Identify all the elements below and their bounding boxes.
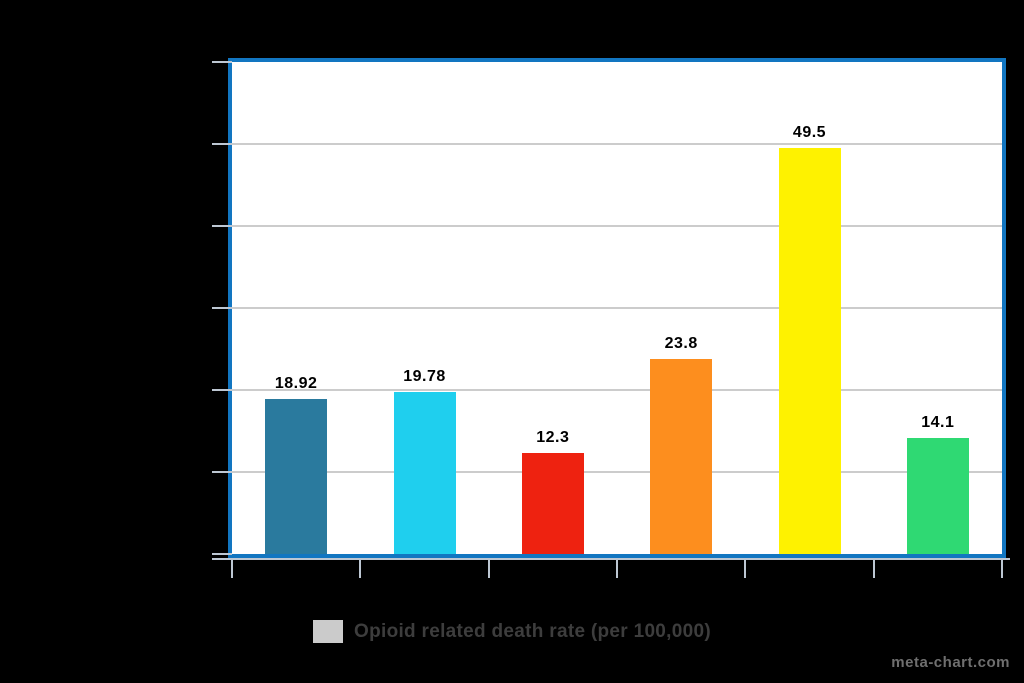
bar [778, 148, 841, 554]
x-axis-tick [616, 558, 618, 578]
plot-area: 18.92 19.78 12.3 23.8 49.5 14.1 [228, 58, 1006, 558]
gridline [232, 225, 1002, 227]
gridline [232, 389, 1002, 391]
bar-value-label: 14.1 [921, 414, 955, 432]
legend-label: Opioid related death rate (per 100,000) [354, 620, 711, 642]
bar [265, 398, 328, 554]
x-axis-tick [1001, 558, 1003, 578]
bar-value-label: 18.92 [274, 374, 318, 392]
bar-value-label: 49.5 [792, 124, 827, 142]
gridline [232, 471, 1002, 473]
gridline [232, 143, 1002, 145]
bar [906, 438, 969, 554]
x-axis-tick [359, 558, 362, 578]
gridline [232, 307, 1002, 309]
legend-swatch [313, 620, 343, 643]
x-axis-tick [744, 558, 747, 578]
y-axis-tick [212, 61, 232, 63]
bar [650, 358, 713, 554]
y-axis-tick [212, 143, 232, 145]
bar [393, 391, 456, 554]
y-axis-tick [212, 553, 232, 555]
y-axis-tick [212, 225, 232, 227]
watermark: meta-chart.com [891, 654, 1010, 671]
x-axis-line [212, 558, 1010, 560]
bar-value-label: 23.8 [664, 334, 698, 352]
y-axis-tick [212, 389, 232, 391]
x-axis-tick [231, 558, 233, 578]
y-axis-tick [212, 471, 232, 473]
bar-value-label: 19.78 [403, 367, 446, 385]
x-axis-tick [872, 558, 875, 578]
x-axis-tick [487, 558, 490, 578]
bar-value-label: 12.3 [536, 429, 570, 447]
bar [521, 453, 584, 554]
legend: Opioid related death rate (per 100,000) [0, 620, 1024, 643]
y-axis-tick [212, 307, 232, 309]
